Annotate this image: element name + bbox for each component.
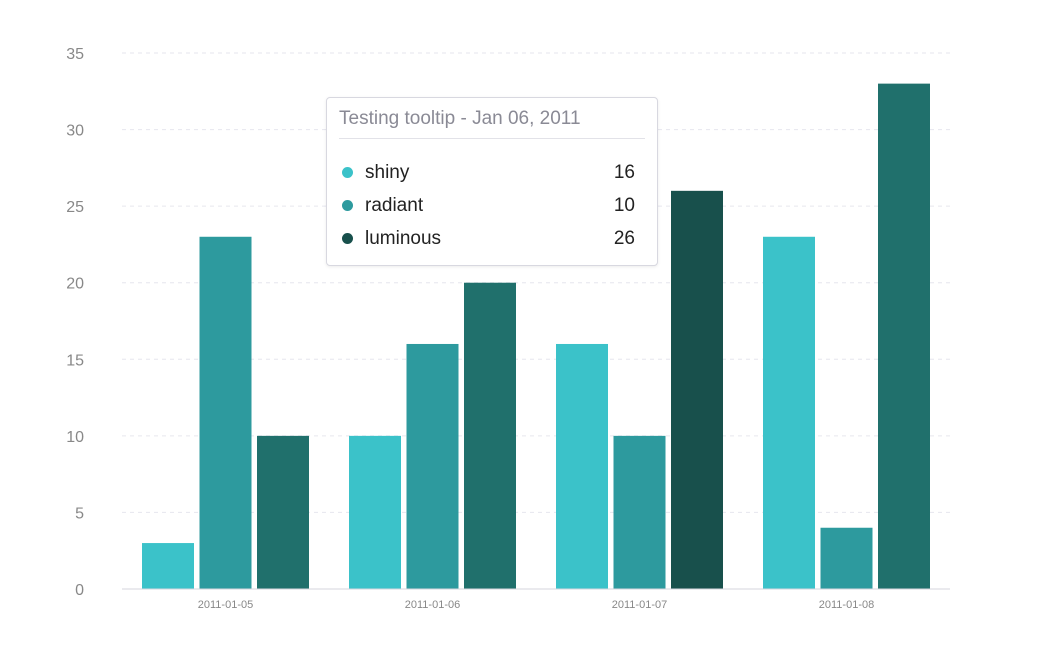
y-tick-label: 5 [75, 505, 84, 522]
chart-tooltip: Testing tooltip - Jan 06, 2011 shiny 16 … [326, 97, 658, 266]
y-tick-label: 20 [66, 276, 84, 293]
y-tick-label: 15 [66, 352, 84, 369]
bar-luminous-2011-01-08[interactable] [878, 83, 930, 589]
bar-luminous-2011-01-05[interactable] [257, 435, 309, 589]
bar-radiant-2011-01-05[interactable] [199, 236, 252, 589]
bar-luminous-2011-01-07[interactable] [671, 190, 723, 590]
y-tick-label: 30 [66, 123, 84, 140]
bar-radiant-2011-01-06[interactable] [406, 343, 459, 589]
tooltip-value-luminous: 26 [613, 227, 635, 249]
tooltip-value-shiny: 16 [613, 161, 635, 183]
tooltip-dot-luminous [342, 233, 353, 244]
x-tick-label: 2011-01-06 [405, 599, 460, 611]
tooltip-name-shiny: shiny [365, 161, 410, 183]
bar-radiant-2011-01-08[interactable] [820, 527, 873, 589]
tooltip-row-luminous: luminous 26 [339, 222, 645, 255]
bar-shiny-2011-01-06[interactable] [349, 435, 401, 589]
y-tick-label: 35 [66, 46, 84, 63]
bar-shiny-2011-01-08[interactable] [763, 236, 815, 589]
bar-radiant-2011-01-07[interactable] [613, 435, 666, 589]
tooltip-row-radiant: radiant 10 [339, 189, 645, 222]
bar-luminous-2011-01-06[interactable] [464, 282, 516, 589]
x-tick-label: 2011-01-08 [819, 599, 874, 611]
bar-shiny-2011-01-07[interactable] [556, 343, 608, 589]
y-axis-ticks: 0 5 10 15 20 25 30 35 [66, 46, 84, 599]
tooltip-dot-radiant [342, 200, 353, 211]
x-tick-label: 2011-01-05 [198, 599, 253, 611]
x-axis-ticks: 2011-01-05 2011-01-06 2011-01-07 2011-01-08 [198, 599, 874, 611]
y-tick-label: 0 [75, 582, 84, 599]
tooltip-name-luminous: luminous [365, 227, 442, 249]
tooltip-name-radiant: radiant [365, 194, 424, 216]
bars [142, 83, 930, 590]
bar-shiny-2011-01-05[interactable] [142, 543, 194, 589]
y-tick-label: 25 [66, 199, 84, 216]
tooltip-dot-shiny [342, 167, 353, 178]
y-tick-label: 10 [66, 429, 84, 446]
tooltip-title: Testing tooltip - Jan 06, 2011 [339, 98, 645, 139]
tooltip-row-shiny: shiny 16 [339, 156, 645, 189]
tooltip-value-radiant: 10 [613, 194, 635, 216]
x-tick-label: 2011-01-07 [612, 599, 667, 611]
tooltip-rows: shiny 16 radiant 10 luminous 26 [339, 139, 645, 255]
